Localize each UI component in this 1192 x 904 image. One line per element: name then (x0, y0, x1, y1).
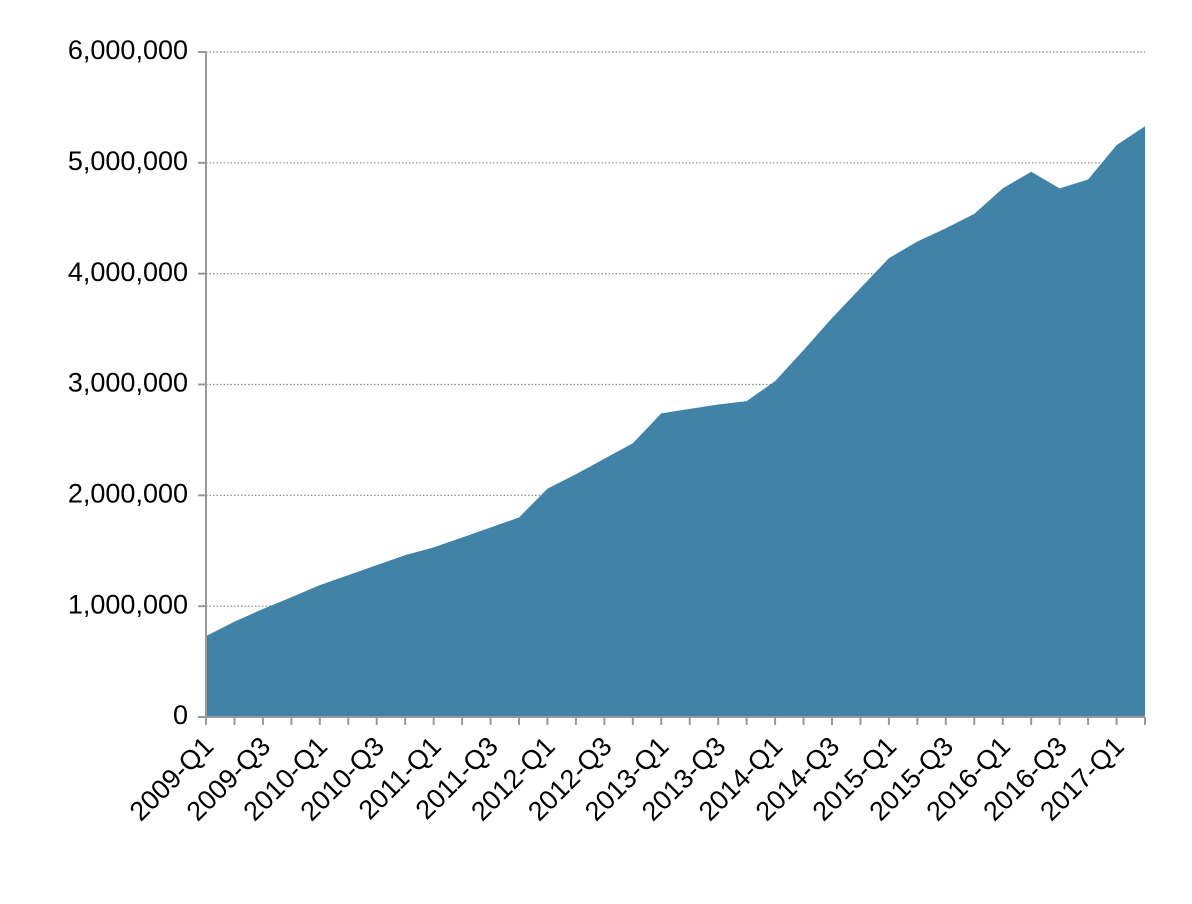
y-tick-label: 2,000,000 (68, 478, 188, 508)
y-tick-label: 0 (173, 700, 188, 730)
y-tick-label: 6,000,000 (68, 35, 188, 65)
y-tick-label: 1,000,000 (68, 589, 188, 619)
area (206, 126, 1145, 718)
y-tick-label: 5,000,000 (68, 146, 188, 176)
y-tick-label: 3,000,000 (68, 368, 188, 398)
y-tick-label: 4,000,000 (68, 257, 188, 287)
